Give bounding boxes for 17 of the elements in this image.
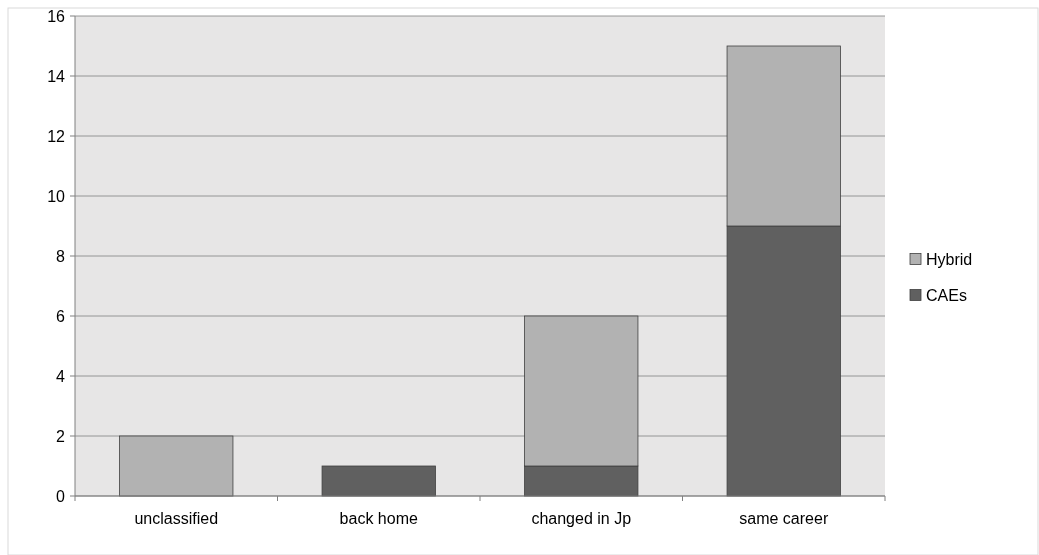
x-tick-label: same career (739, 510, 829, 527)
y-tick-label: 6 (56, 307, 66, 325)
x-tick-label: unclassified (134, 510, 219, 527)
y-tick-label: 0 (56, 487, 66, 505)
y-tick-label: 4 (56, 367, 66, 385)
x-tick-label: back home (339, 510, 418, 527)
y-tick-label: 10 (47, 187, 66, 205)
bar (321, 465, 436, 497)
x-tick-label: changed in Jp (531, 510, 632, 527)
y-tick-label: 12 (47, 127, 66, 145)
legend-label: Hybrid (926, 251, 973, 269)
y-tick-label: 2 (56, 427, 66, 445)
bar (119, 435, 234, 497)
y-tick-label: 14 (47, 67, 66, 85)
y-tick-label: 16 (47, 7, 66, 25)
legend-label: CAEs (926, 287, 967, 305)
y-tick-label: 8 (56, 247, 66, 265)
